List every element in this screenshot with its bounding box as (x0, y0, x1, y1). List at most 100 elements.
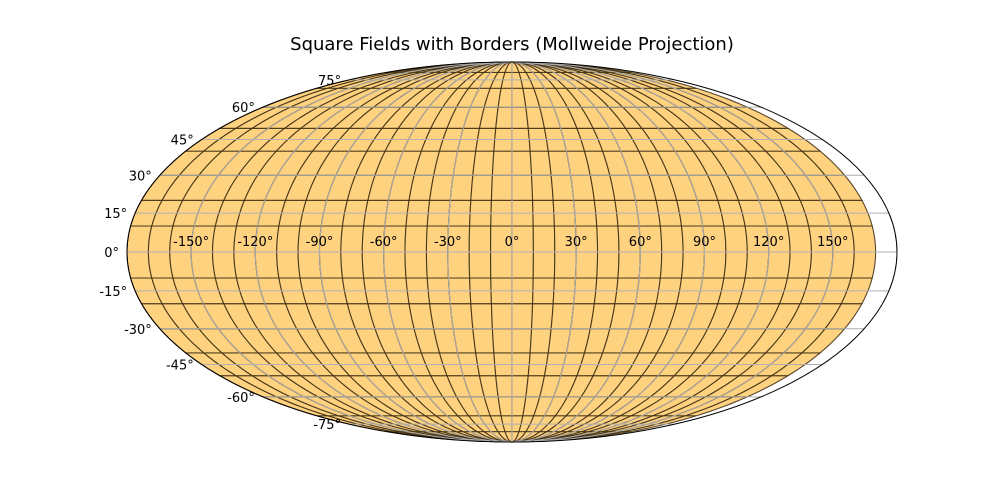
square-field (490, 303, 513, 330)
square-field (786, 251, 812, 279)
square-field (680, 251, 706, 279)
square-field (723, 225, 748, 253)
square-field (553, 251, 577, 279)
latitude-tick-label: 60° (232, 101, 255, 116)
square-field (233, 251, 259, 279)
square-field (276, 225, 301, 253)
square-field (596, 251, 620, 279)
square-field (449, 174, 474, 201)
square-field (147, 251, 174, 279)
square-field (468, 225, 492, 253)
latitude-tick-label: 30° (129, 169, 152, 184)
square-field (829, 251, 855, 279)
longitude-tick-label: -150° (173, 235, 209, 250)
square-field (511, 328, 533, 354)
square-field (786, 225, 812, 253)
square-field (490, 174, 513, 201)
square-field (850, 225, 877, 253)
latitude-tick-label: 15° (104, 207, 127, 222)
longitude-tick-label: -90° (306, 235, 334, 250)
square-field (659, 225, 684, 253)
square-field (212, 251, 238, 279)
square-field (340, 251, 365, 279)
square-field (470, 303, 494, 330)
frame-layer (126, 61, 898, 443)
square-field (574, 251, 599, 279)
latitude-tick-label: 45° (171, 134, 194, 149)
square-field (447, 251, 471, 279)
square-field (530, 303, 554, 330)
square-field (276, 251, 301, 279)
chart-title: Square Fields with Borders (Mollweide Pr… (290, 34, 734, 55)
square-field (340, 225, 365, 253)
square-field (491, 150, 513, 176)
labels-layer: -150° -120° -90° -60° -30° 0° 30° 60° 90° 120° 150… (99, 74, 848, 433)
square-field (472, 328, 495, 354)
square-field (383, 251, 407, 279)
square-field (212, 225, 238, 253)
square-field (596, 225, 620, 253)
square-field (361, 251, 386, 279)
square-field (429, 303, 454, 330)
square-field (491, 328, 513, 354)
graticule-layer (127, 61, 897, 443)
square-field (532, 251, 556, 279)
square-field (404, 251, 428, 279)
square-field (550, 174, 575, 201)
square-field (511, 251, 534, 279)
map-frame (126, 61, 898, 443)
square-field (470, 174, 494, 201)
square-field (468, 251, 492, 279)
longitude-tick-label: 120° (753, 235, 784, 250)
square-field (147, 225, 174, 253)
square-field (254, 251, 280, 279)
square-field (472, 150, 495, 176)
square-field (511, 174, 534, 201)
longitude-tick-label: 150° (817, 235, 848, 250)
square-field (190, 251, 217, 279)
square-field (550, 303, 575, 330)
latitude-tick-label: -15° (99, 285, 127, 300)
longitude-tick-label: -60° (370, 235, 398, 250)
latitude-tick-label: -75° (313, 418, 341, 433)
square-field (497, 396, 513, 417)
square-field (425, 251, 450, 279)
latitude-tick-label: 0° (104, 246, 119, 261)
square-field (744, 251, 770, 279)
square-field (429, 174, 454, 201)
latitude-tick-label: -30° (124, 323, 152, 338)
square-field (638, 251, 663, 279)
longitude-tick-label: 30° (565, 235, 588, 250)
square-field (404, 225, 428, 253)
square-field (497, 87, 513, 108)
square-field (532, 225, 556, 253)
square-field (529, 328, 552, 354)
square-field (807, 251, 834, 279)
square-field (495, 106, 513, 129)
longitude-tick-label: -120° (237, 235, 273, 250)
square-field (530, 174, 554, 201)
square-field (765, 251, 791, 279)
square-field (169, 251, 195, 279)
square-field (490, 251, 513, 279)
latitude-tick-label: -60° (227, 391, 255, 406)
latitude-tick-label: -45° (166, 358, 194, 373)
square-field (617, 251, 641, 279)
square-field (659, 251, 684, 279)
latitude-tick-label: 75° (318, 74, 341, 89)
square-field (723, 251, 748, 279)
square-field (511, 150, 533, 176)
longitude-tick-label: 0° (505, 235, 520, 250)
longitude-tick-label: -30° (434, 235, 462, 250)
square-field (511, 303, 534, 330)
square-field (529, 150, 552, 176)
square-field (318, 251, 344, 279)
square-field (495, 375, 513, 398)
square-field (449, 303, 474, 330)
square-field (850, 251, 877, 279)
square-field (702, 251, 727, 279)
longitude-tick-label: 90° (693, 235, 716, 250)
longitude-tick-label: 60° (629, 235, 652, 250)
square-field (297, 251, 322, 279)
